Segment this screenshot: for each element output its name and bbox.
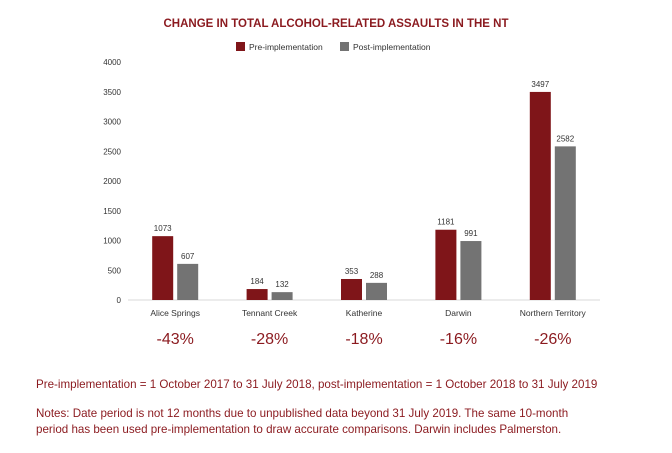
x-tick-label: Katherine: [346, 308, 383, 318]
percent-change-label: -26%: [534, 331, 571, 348]
percent-change-label: -16%: [440, 331, 477, 348]
y-tick-label: 1000: [103, 237, 121, 246]
chart-title: CHANGE IN TOTAL ALCOHOL-RELATED ASSAULTS…: [164, 18, 509, 30]
bar-post-label: 2582: [556, 134, 574, 143]
notes-line-2: period has been used pre-implementation …: [36, 423, 562, 436]
y-tick-label: 0: [117, 296, 122, 305]
y-tick-label: 1500: [103, 207, 121, 216]
legend-pre-label: Pre-implementation: [249, 42, 323, 52]
x-tick-label: Tennant Creek: [242, 308, 298, 318]
y-tick-label: 4000: [103, 58, 121, 67]
percent-change-label: -28%: [251, 331, 288, 348]
bar-pre-label: 184: [250, 277, 264, 286]
percent-change-label: -43%: [157, 331, 194, 348]
y-tick-label: 3500: [103, 88, 121, 97]
legend-post-swatch: [340, 42, 349, 51]
bar-post-label: 132: [275, 280, 289, 289]
bar-post: [271, 292, 293, 300]
bar-post-label: 607: [181, 252, 195, 261]
bar-post: [460, 241, 482, 300]
bar-post: [554, 146, 576, 300]
bar-pre-label: 1181: [437, 218, 455, 227]
bar-pre: [152, 236, 174, 300]
y-tick-label: 3000: [103, 118, 121, 127]
x-tick-label: Northern Territory: [520, 308, 587, 318]
bar-post-label: 991: [464, 229, 478, 238]
y-tick-label: 2000: [103, 177, 121, 186]
bar-pre: [341, 278, 362, 300]
y-tick-label: 2500: [103, 147, 121, 156]
bar-pre-label: 1073: [154, 224, 172, 233]
percent-change-label: -18%: [345, 331, 382, 348]
bar-post-label: 288: [370, 271, 384, 280]
notes-line-1: Notes: Date period is not 12 months due …: [36, 407, 569, 420]
bar-post: [177, 263, 199, 300]
bar-post: [366, 282, 387, 300]
legend-pre-swatch: [236, 42, 245, 51]
period-note: Pre-implementation = 1 October 2017 to 3…: [36, 378, 598, 391]
bar-pre-label: 3497: [531, 80, 549, 89]
bar-pre-label: 353: [345, 267, 359, 276]
legend-post-label: Post-implementation: [353, 42, 431, 52]
x-tick-label: Alice Springs: [150, 308, 200, 318]
bar-pre: [435, 229, 457, 300]
x-tick-label: Darwin: [445, 308, 472, 318]
bar-pre: [246, 289, 268, 300]
y-tick-label: 500: [108, 266, 122, 275]
bar-pre: [529, 91, 551, 300]
